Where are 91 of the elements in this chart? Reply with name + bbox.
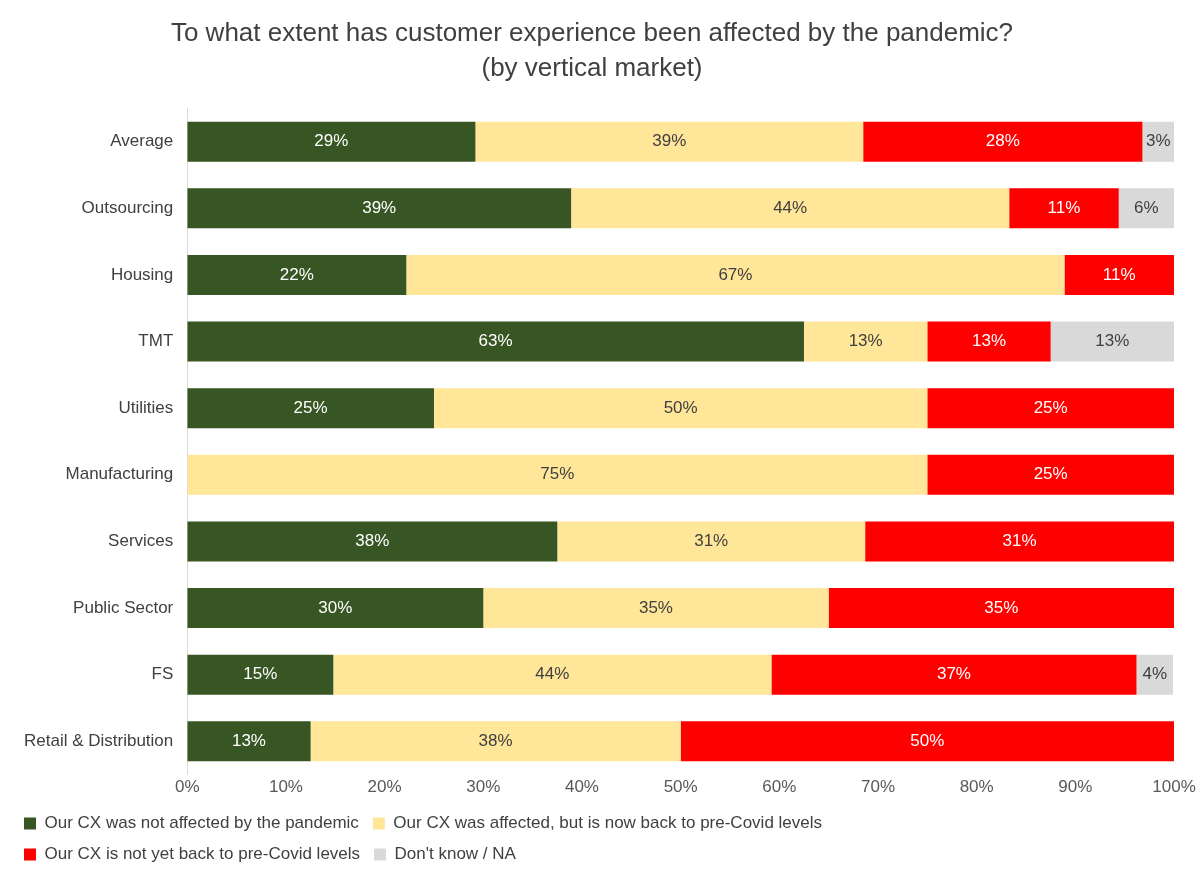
x-tick-label: 80%	[959, 777, 994, 797]
data-label: 44%	[773, 198, 808, 218]
data-label: 67%	[718, 264, 753, 284]
y-tick-label: TMT	[138, 331, 174, 351]
bar	[828, 588, 1174, 629]
bar	[310, 721, 681, 762]
bar	[571, 188, 1010, 229]
legend-label: Don't know / NA	[394, 844, 517, 864]
data-label: 3%	[1145, 131, 1171, 151]
bar	[863, 121, 1143, 162]
data-label: 38%	[355, 531, 390, 551]
chart-title: To what extent has customer experience been affected by the pandemic?	[170, 16, 1014, 47]
bar	[1009, 188, 1119, 229]
x-tick-label: 60%	[762, 777, 797, 797]
data-label: 38%	[478, 730, 513, 750]
bar	[406, 254, 1065, 295]
bar	[771, 654, 1137, 695]
data-label: 50%	[663, 397, 698, 417]
data-label: 13%	[848, 331, 883, 351]
x-tick-label: 10%	[268, 777, 303, 797]
bar	[803, 321, 928, 362]
data-label: 13%	[971, 331, 1007, 351]
legend-label: Our CX was not affected by the pandemic	[44, 813, 360, 833]
bar	[1050, 321, 1174, 362]
y-tick-label: Utilities	[118, 397, 174, 417]
data-label: 4%	[1142, 664, 1168, 684]
bar	[187, 254, 407, 295]
bar	[187, 588, 484, 629]
x-tick-label: 0%	[174, 777, 200, 797]
legend-label: Our CX is not yet back to pre-Covid levels	[44, 844, 361, 864]
x-tick-label: 70%	[860, 777, 895, 797]
data-label: 25%	[1033, 397, 1068, 417]
x-tick-label: 20%	[367, 777, 402, 797]
data-label: 75%	[540, 464, 575, 484]
x-tick-label: 90%	[1058, 777, 1093, 797]
data-label: 13%	[1095, 331, 1130, 351]
bar	[680, 721, 1174, 762]
data-label: 31%	[694, 531, 729, 551]
data-label: 37%	[936, 664, 971, 684]
bar	[433, 388, 928, 429]
y-tick-label: Public Sector	[73, 597, 174, 617]
y-tick-label: Manufacturing	[65, 464, 174, 484]
bar	[187, 121, 476, 162]
bar	[333, 654, 772, 695]
data-label: 22%	[279, 264, 314, 284]
data-label: 28%	[985, 131, 1020, 151]
data-label: 44%	[535, 664, 570, 684]
bar	[483, 588, 829, 629]
y-tick-label: Outsourcing	[81, 198, 174, 218]
data-label: 25%	[293, 397, 328, 417]
x-tick-label: 100%	[1152, 777, 1196, 797]
data-label: 39%	[652, 131, 687, 151]
data-label: 35%	[638, 597, 673, 617]
data-label: 31%	[1002, 531, 1037, 551]
data-label: 15%	[243, 664, 278, 684]
data-label: 6%	[1134, 198, 1159, 218]
y-tick-label: Average	[110, 131, 174, 151]
bar	[927, 388, 1174, 429]
bar	[187, 721, 311, 762]
bar	[1118, 188, 1174, 229]
data-label: 39%	[362, 198, 397, 218]
bar	[927, 321, 1051, 362]
data-label: 13%	[231, 730, 266, 750]
data-label: 25%	[1033, 464, 1068, 484]
y-tick-label: Retail & Distribution	[24, 730, 174, 750]
data-label: 35%	[984, 597, 1019, 617]
bar	[557, 521, 866, 562]
data-label: 11%	[1047, 198, 1081, 218]
chart-subtitle: (by vertical market)	[481, 51, 703, 82]
y-tick-label: Services	[108, 531, 174, 551]
bar	[187, 654, 334, 695]
bar	[865, 521, 1174, 562]
data-label: 11%	[1102, 264, 1136, 284]
x-tick-label: 40%	[564, 777, 599, 797]
y-tick-label: Housing	[110, 264, 174, 284]
bar	[1064, 254, 1174, 295]
data-label: 63%	[478, 331, 513, 351]
bar	[187, 521, 558, 562]
x-tick-label: 50%	[663, 777, 698, 797]
bar	[187, 188, 572, 229]
bar	[927, 454, 1174, 495]
bar	[187, 388, 434, 429]
data-label: 50%	[910, 730, 945, 750]
data-label: 29%	[314, 131, 349, 151]
legend-label: Our CX was affected, but is now back to pre-Covid levels	[393, 813, 823, 833]
data-label: 30%	[318, 597, 353, 617]
bar	[187, 321, 804, 362]
y-tick-label: FS	[151, 664, 174, 684]
bar	[475, 121, 864, 162]
x-tick-label: 30%	[466, 777, 501, 797]
bar	[187, 454, 928, 495]
